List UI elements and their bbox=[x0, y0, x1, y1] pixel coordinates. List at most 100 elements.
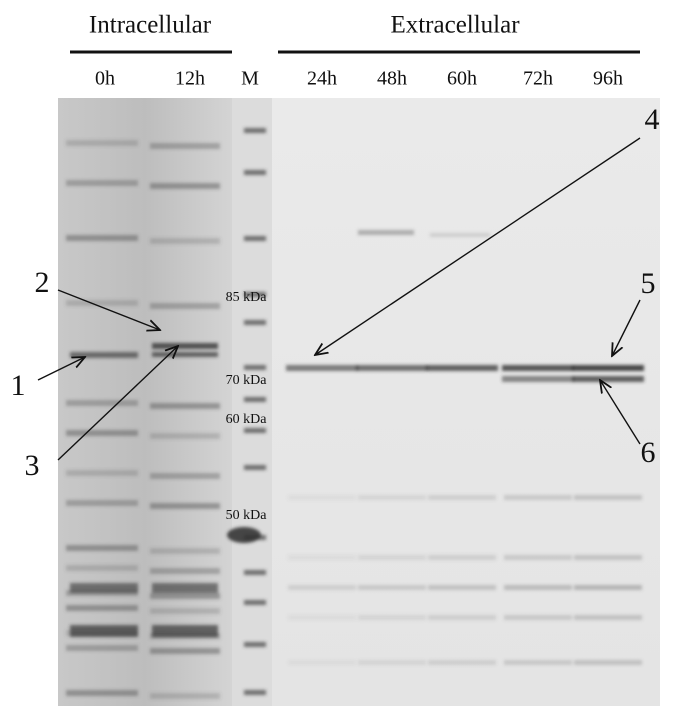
gel-band bbox=[66, 400, 138, 406]
lane-label: 72h bbox=[523, 68, 553, 90]
gel-band bbox=[152, 583, 218, 593]
gel-band bbox=[244, 170, 266, 175]
gel-band bbox=[150, 143, 220, 149]
gel-band bbox=[244, 570, 266, 575]
gel-band bbox=[244, 320, 266, 325]
gel-band bbox=[66, 235, 138, 241]
gel-band bbox=[66, 690, 138, 696]
lane-label: 60h bbox=[447, 68, 477, 90]
header: Intracellular Extracellular bbox=[70, 12, 640, 54]
gel-band bbox=[504, 660, 572, 665]
gel-band bbox=[66, 605, 138, 611]
gel-band bbox=[504, 615, 572, 620]
lane-label: M bbox=[241, 68, 259, 90]
gel-band bbox=[502, 365, 574, 371]
gel-band bbox=[66, 565, 138, 571]
gel-band bbox=[152, 352, 218, 357]
gel-band bbox=[150, 608, 220, 614]
gel-band bbox=[356, 365, 428, 371]
lane-label: 12h bbox=[175, 68, 205, 90]
gel-band bbox=[244, 642, 266, 647]
marker-label: 85 kDa bbox=[226, 290, 268, 305]
gel-band bbox=[572, 376, 644, 382]
gel-band bbox=[358, 230, 414, 235]
gel-band bbox=[150, 303, 220, 309]
gel bbox=[58, 98, 660, 706]
gel-band bbox=[574, 615, 642, 620]
gel-band bbox=[244, 365, 266, 370]
gel-band bbox=[428, 660, 496, 665]
gel-band bbox=[152, 343, 218, 349]
gel-band bbox=[70, 625, 138, 637]
arrow bbox=[315, 137, 641, 355]
gel-band bbox=[150, 593, 220, 599]
gel-band bbox=[502, 376, 574, 382]
gel-band bbox=[244, 292, 266, 297]
gel-band bbox=[150, 403, 220, 409]
gel-band bbox=[227, 527, 261, 543]
gel-band bbox=[288, 555, 356, 560]
gel-band bbox=[572, 365, 644, 371]
gel-band bbox=[66, 430, 138, 436]
gel-band bbox=[150, 568, 220, 574]
gel-band bbox=[286, 365, 358, 371]
gel-band bbox=[70, 352, 138, 358]
gel-band bbox=[150, 238, 220, 244]
header-right: Extracellular bbox=[390, 12, 520, 39]
arrow-number: 4 bbox=[645, 103, 660, 136]
gel-band bbox=[150, 433, 220, 439]
gel-band bbox=[150, 548, 220, 554]
gel-band bbox=[574, 495, 642, 500]
gel-band bbox=[244, 128, 266, 133]
gel-band bbox=[428, 585, 496, 590]
arrow-number: 3 bbox=[25, 449, 40, 482]
gel-band bbox=[288, 585, 356, 590]
gel-band bbox=[574, 555, 642, 560]
lane-label: 0h bbox=[95, 68, 115, 90]
gel-band bbox=[358, 660, 426, 665]
gel-band bbox=[150, 473, 220, 479]
lane-label: 24h bbox=[307, 68, 337, 90]
gel-band bbox=[66, 470, 138, 476]
gel-band bbox=[244, 690, 266, 695]
gel-band bbox=[66, 545, 138, 551]
gel-band bbox=[358, 495, 426, 500]
arrow-number: 6 bbox=[641, 436, 656, 469]
gel-band bbox=[244, 397, 266, 402]
gel-band bbox=[426, 365, 498, 371]
gel-band bbox=[66, 300, 138, 306]
gel-band bbox=[66, 645, 138, 651]
gel-band bbox=[288, 660, 356, 665]
arrow bbox=[57, 289, 160, 330]
marker-label: 50 kDa bbox=[226, 508, 268, 523]
marker-label: 70 kDa bbox=[226, 373, 268, 388]
gel-band bbox=[358, 615, 426, 620]
gel-band bbox=[150, 183, 220, 189]
gel-band bbox=[504, 495, 572, 500]
gel-band bbox=[358, 555, 426, 560]
gel-band bbox=[150, 648, 220, 654]
gel-band bbox=[152, 625, 218, 637]
lane-label: 48h bbox=[377, 68, 407, 90]
gel-band bbox=[244, 236, 266, 241]
arrow bbox=[37, 357, 85, 381]
gel-band bbox=[66, 140, 138, 146]
gel-band bbox=[244, 428, 266, 433]
gel-band bbox=[150, 503, 220, 509]
gel-band bbox=[66, 180, 138, 186]
header-left: Intracellular bbox=[89, 12, 212, 39]
gel-band bbox=[574, 585, 642, 590]
gel-band bbox=[428, 495, 496, 500]
gel-band bbox=[428, 555, 496, 560]
arrow bbox=[600, 380, 641, 445]
gel-band bbox=[288, 615, 356, 620]
gel-band bbox=[150, 693, 220, 699]
gel-band bbox=[244, 600, 266, 605]
gel-band bbox=[358, 585, 426, 590]
arrow-number: 1 bbox=[11, 369, 26, 402]
arrow-number: 5 bbox=[641, 267, 656, 300]
gel-band bbox=[430, 233, 490, 237]
gel-band bbox=[428, 615, 496, 620]
arrow bbox=[57, 346, 178, 461]
